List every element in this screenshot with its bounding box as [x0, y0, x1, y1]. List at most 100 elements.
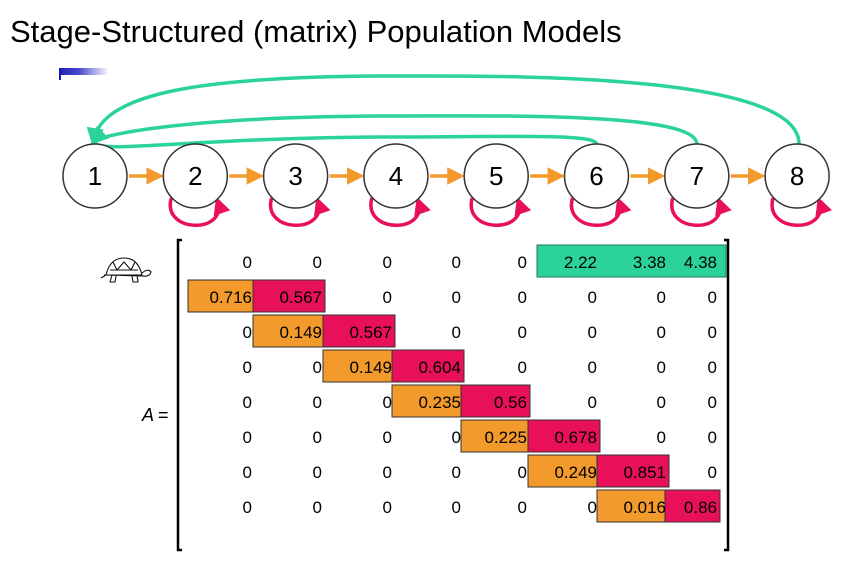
matrix-cell-7-8: 0 [708, 463, 717, 482]
matrix-cell-5-6: 0 [588, 393, 597, 412]
matrix-cell-1-5: 0 [518, 253, 527, 272]
matrix-equals-sign: = [158, 405, 169, 425]
matrix-cell-1-2: 0 [313, 253, 322, 272]
transition-highlight-2 [187, 279, 256, 313]
fecundity-highlight [536, 244, 727, 278]
stage-node-6: 6 [563, 143, 630, 209]
title-accent-bar [59, 68, 109, 75]
page-title: Stage-Structured (matrix) Population Mod… [10, 14, 622, 49]
matrix-variable: A [141, 405, 154, 425]
survival-highlight-3 [322, 314, 396, 348]
stage-label: 6 [589, 161, 603, 191]
survival-highlight-8 [664, 489, 721, 523]
survival-highlight-7 [596, 454, 670, 488]
matrix-cell-6-8: 0 [708, 428, 717, 447]
matrix-cell-6-4: 0 [452, 428, 461, 447]
matrix-cell-2-8: 0 [708, 288, 717, 307]
matrix-cell-7-5: 0 [518, 463, 527, 482]
survival-loop-4 [369, 196, 431, 227]
matrix-cell-6-6: 0.678 [554, 428, 597, 447]
survival-highlight-2 [252, 279, 326, 313]
matrix-cell-5-5: 0.56 [494, 393, 527, 412]
stage-circle [363, 143, 429, 209]
matrix-right-bracket [724, 238, 730, 552]
stage-circle [563, 143, 630, 209]
matrix-cell-8-3: 0 [383, 498, 392, 517]
matrix-cell-6-7: 0 [657, 428, 666, 447]
matrix-cell-1-4: 0 [452, 253, 461, 272]
matrix-cell-6-3: 0 [383, 428, 392, 447]
matrix-cell-4-5: 0 [518, 358, 527, 377]
survival-highlight-5 [460, 384, 531, 418]
transition-highlight-8 [596, 489, 670, 523]
matrix-cell-5-8: 0 [708, 393, 717, 412]
stage-circle [664, 143, 730, 209]
stage-circle [162, 143, 229, 209]
matrix-cell-2-4: 0 [452, 288, 461, 307]
matrix-cell-6-2: 0 [313, 428, 322, 447]
stage-label: 1 [88, 161, 102, 191]
matrix-cell-5-3: 0 [383, 393, 392, 412]
stage-circle [262, 143, 329, 209]
matrix-cell-7-4: 0 [452, 463, 461, 482]
matrix-cell-6-5: 0.225 [484, 428, 527, 447]
matrix-cell-7-6: 0.249 [554, 463, 597, 482]
matrix-cell-7-2: 0 [313, 463, 322, 482]
turtle-icon-group [100, 257, 152, 283]
matrix-cell-7-7: 0.851 [623, 463, 666, 482]
matrix-cell-3-6: 0 [588, 323, 597, 342]
nodes-layer: 1 2 3 4 5 6 7 8 [62, 143, 830, 209]
stage-circle [764, 143, 830, 209]
matrix-cell-5-1: 0 [243, 393, 252, 412]
stage-circle [463, 143, 529, 209]
matrix-cell-3-3: 0.567 [349, 323, 392, 342]
matrix-cell-8-8: 0.86 [684, 498, 717, 517]
matrix-cell-2-1: 0.716 [209, 288, 252, 307]
matrix-cell-1-1: 0 [243, 253, 252, 272]
survival-loop-8 [770, 196, 832, 227]
stage-node-8: 8 [764, 143, 830, 209]
stage-circle [62, 143, 128, 209]
matrix-cell-4-8: 0 [708, 358, 717, 377]
stage-label: 3 [288, 161, 302, 191]
matrix-cell-8-5: 0 [518, 498, 527, 517]
stage-node-1: 1 [62, 143, 128, 209]
matrix-cell-3-2: 0.149 [279, 323, 322, 342]
matrix-cell-4-3: 0.149 [349, 358, 392, 377]
matrix-cell-4-7: 0 [657, 358, 666, 377]
matrix-cell-2-3: 0 [383, 288, 392, 307]
survival-loop-3 [268, 196, 331, 227]
stage-label: 5 [489, 161, 503, 191]
transition-highlight-4 [322, 349, 396, 383]
survival-loop-7 [670, 196, 732, 227]
stage-node-7: 7 [664, 143, 730, 209]
matrix-left-bracket [176, 238, 182, 552]
survival-loop-5 [469, 196, 532, 227]
matrix-cell-1-8: 4.38 [684, 253, 717, 272]
title-accent-tick [59, 68, 61, 80]
matrix-cell-4-1: 0 [243, 358, 252, 377]
matrix-cell-5-2: 0 [313, 393, 322, 412]
matrix-cell-3-7: 0 [657, 323, 666, 342]
fecundity-arc-7-to-1 [90, 114, 699, 145]
matrix-cell-4-2: 0 [313, 358, 322, 377]
matrix-cell-5-7: 0 [657, 393, 666, 412]
fecundity-arc-8-to-1 [86, 74, 801, 146]
fecundity-arc-6-to-1 [91, 134, 599, 159]
stage-node-3: 3 [262, 143, 329, 209]
matrix-cell-4-4: 0.604 [418, 358, 461, 377]
matrix-cell-1-7: 3.38 [633, 253, 666, 272]
survival-highlight-4 [391, 349, 465, 383]
matrix-cell-2-6: 0 [588, 288, 597, 307]
matrix-cell-8-4: 0 [452, 498, 461, 517]
matrix-cell-3-1: 0 [243, 323, 252, 342]
survival-highlight-6 [527, 419, 601, 453]
stage-label: 2 [188, 161, 202, 191]
matrix-cell-3-8: 0 [708, 323, 717, 342]
stage-label: 7 [690, 161, 704, 191]
projection-matrix: 0 0 0 0 0 2.22 3.38 4.38 0.716 0.567 0 0 0 0 0 0 0 0.149 0… [176, 238, 730, 552]
matrix-cell-6-1: 0 [243, 428, 252, 447]
turtle-icon [100, 257, 152, 283]
